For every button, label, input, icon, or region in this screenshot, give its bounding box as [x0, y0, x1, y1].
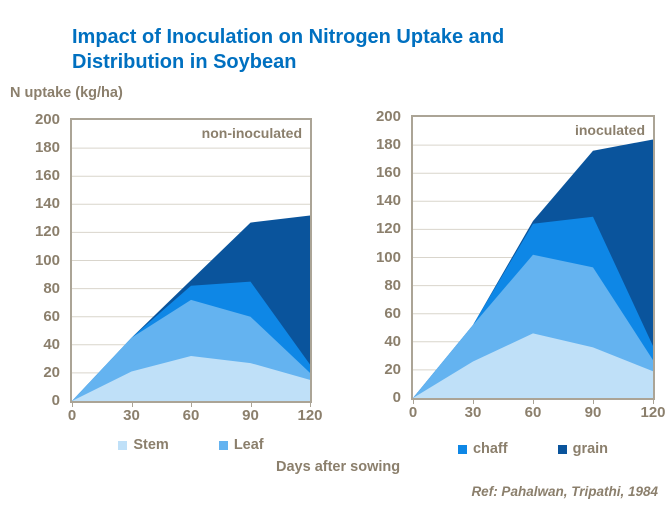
legend-label-Leaf: Leaf — [233, 437, 264, 453]
x-tick-mark — [653, 400, 654, 404]
y-axis-title: N uptake (kg/ha) — [10, 85, 123, 101]
y-tick-label: 180 — [34, 139, 60, 157]
y-tick-label: 80 — [384, 276, 401, 294]
x-tick-label: 30 — [123, 407, 140, 424]
plot-annotation-inoculated: inoculated — [574, 122, 645, 138]
y-tick-label: 60 — [43, 307, 60, 325]
area-Stem — [72, 356, 310, 401]
x-tick-mark — [250, 403, 252, 407]
y-tick-label: 0 — [51, 392, 60, 409]
chart-svg-non-inoculated — [72, 147, 310, 401]
legend-label-Stem: Stem — [133, 437, 169, 453]
y-tick-label: 100 — [34, 251, 60, 269]
x-tick-label: 30 — [464, 404, 482, 421]
plot-annotation-non-inoculated: non-inoculated — [201, 125, 302, 141]
legend-non-inoculated: Stem Leaf — [72, 438, 310, 453]
x-tick-label: 120 — [297, 407, 323, 424]
legend-item-Stem: Stem — [118, 437, 169, 453]
y-tick-label: 40 — [43, 335, 60, 353]
y-tick-label: 20 — [43, 363, 60, 381]
y-tick-label: 100 — [375, 248, 401, 266]
page-title-line2: Distribution in Soybean — [72, 51, 297, 73]
y-tick-label: 200 — [34, 111, 60, 128]
legend-swatch-Leaf — [218, 441, 228, 450]
x-tick-mark — [191, 403, 192, 407]
y-tick-label: 140 — [375, 192, 401, 210]
x-tick-mark — [533, 400, 534, 404]
x-tick-label: 0 — [67, 407, 77, 424]
legend-label-chaff: chaff — [472, 441, 508, 457]
legend-item-Leaf: Leaf — [218, 437, 264, 453]
legend-item-chaff: chaff — [457, 441, 508, 457]
area-Stem — [413, 333, 653, 398]
legend-label-grain: grain — [572, 441, 609, 457]
x-tick-label: 90 — [242, 407, 259, 424]
legend-inoculated: chaff grain — [413, 442, 653, 457]
y-tick-label: 0 — [392, 389, 401, 406]
y-tick-label: 140 — [34, 195, 60, 213]
legend-item-grain: grain — [557, 441, 609, 457]
x-tick-mark — [72, 403, 73, 407]
x-tick-label: 60 — [524, 404, 542, 421]
plot-area-inoculated: inoculated — [411, 115, 655, 400]
y-tick-label: 80 — [43, 279, 60, 297]
y-tick-label: 40 — [384, 332, 401, 350]
x-tick-label: 0 — [408, 404, 418, 421]
x-tick-mark — [310, 403, 311, 407]
y-tick-label: 20 — [384, 360, 401, 378]
legend-swatch-grain — [557, 445, 567, 454]
x-tick-mark — [413, 400, 414, 404]
x-tick-mark — [593, 400, 594, 404]
x-tick-label: 90 — [584, 404, 602, 421]
y-tick-label: 60 — [384, 304, 401, 322]
reference-text: Ref: Pahalwan, Tripathi, 1984 — [471, 484, 658, 499]
x-tick-label: 120 — [640, 404, 666, 421]
y-tick-label: 120 — [34, 223, 60, 241]
y-tick-label: 120 — [375, 220, 401, 238]
x-tick-mark — [473, 400, 474, 404]
y-tick-label: 160 — [34, 167, 60, 185]
plot-area-non-inoculated: non-inoculated — [70, 118, 312, 403]
x-axis-title: Days after sowing — [276, 459, 401, 475]
legend-swatch-chaff — [457, 445, 467, 454]
x-tick-mark — [131, 403, 133, 407]
y-tick-label: 180 — [375, 136, 401, 154]
x-tick-label: 60 — [182, 407, 200, 424]
legend-swatch-Stem — [118, 441, 128, 450]
chart-svg-inoculated — [413, 139, 653, 398]
y-tick-label: 200 — [375, 108, 401, 125]
y-tick-label: 160 — [375, 164, 401, 182]
page-title: Impact of Inoculation on Nitrogen Uptake… — [72, 25, 592, 75]
page-title-line1: Impact of Inoculation on Nitrogen Uptake… — [72, 26, 505, 48]
